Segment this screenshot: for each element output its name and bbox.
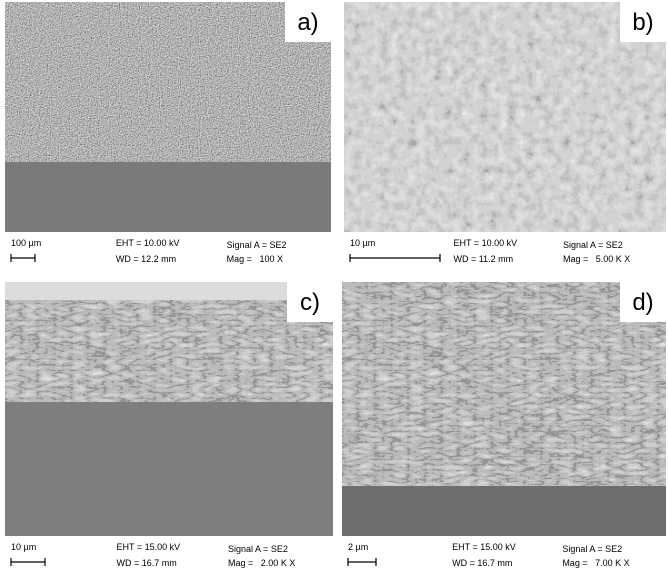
panel: b) 10 µm EHT = 10.00 kV WD = 11.2 mm Signal … [344,2,666,268]
mag: Mag = 7.00 K X [562,558,629,568]
signal: Signal A = SE2 [563,240,623,250]
eht: EHT = 15.00 kV [452,542,516,552]
coating [5,300,333,402]
signal: Signal A = SE2 [562,544,622,554]
signal: Signal A = SE2 [228,544,288,554]
mag: Mag = 5.00 K X [563,254,630,264]
surface [344,2,666,232]
wd: WD = 11.2 mm [453,254,513,264]
panel: a) 100 µm EHT = 10.00 kV WD = 12.2 mm Signal… [5,2,331,268]
eht: EHT = 10.00 kV [116,238,180,248]
scale-bar-label: 10 µm [11,542,36,552]
mag: Mag = 100 X [227,254,283,264]
panel-label: d) [632,289,653,316]
eht: EHT = 15.00 kV [117,542,181,552]
signal: Signal A = SE2 [227,240,287,250]
wd: WD = 12.2 mm [116,254,176,264]
scale-bar-label: 2 µm [348,542,368,552]
micrograph [344,2,666,232]
micrograph [5,282,333,536]
micrograph [5,2,331,232]
panel-label: a) [297,9,318,36]
wd: WD = 16.7 mm [452,558,512,568]
panel-label: c) [300,289,320,316]
scale-bar-label: 10 µm [350,238,375,248]
panel-label: b) [632,9,653,36]
wd: WD = 16.7 mm [117,558,177,568]
panel: c) 10 µm EHT = 15.00 kV WD = 16.7 mm Signal … [5,282,333,572]
substrate [342,486,666,536]
mag: Mag = 2.00 K X [228,558,295,568]
micrograph [342,282,666,536]
scale-bar-label: 100 µm [11,238,41,248]
panel: d) 2 µm EHT = 15.00 kV WD = 16.7 mm Signal A… [342,282,666,572]
eht: EHT = 10.00 kV [453,238,517,248]
figure: a) 100 µm EHT = 10.00 kV WD = 12.2 mm Signal… [0,0,668,574]
